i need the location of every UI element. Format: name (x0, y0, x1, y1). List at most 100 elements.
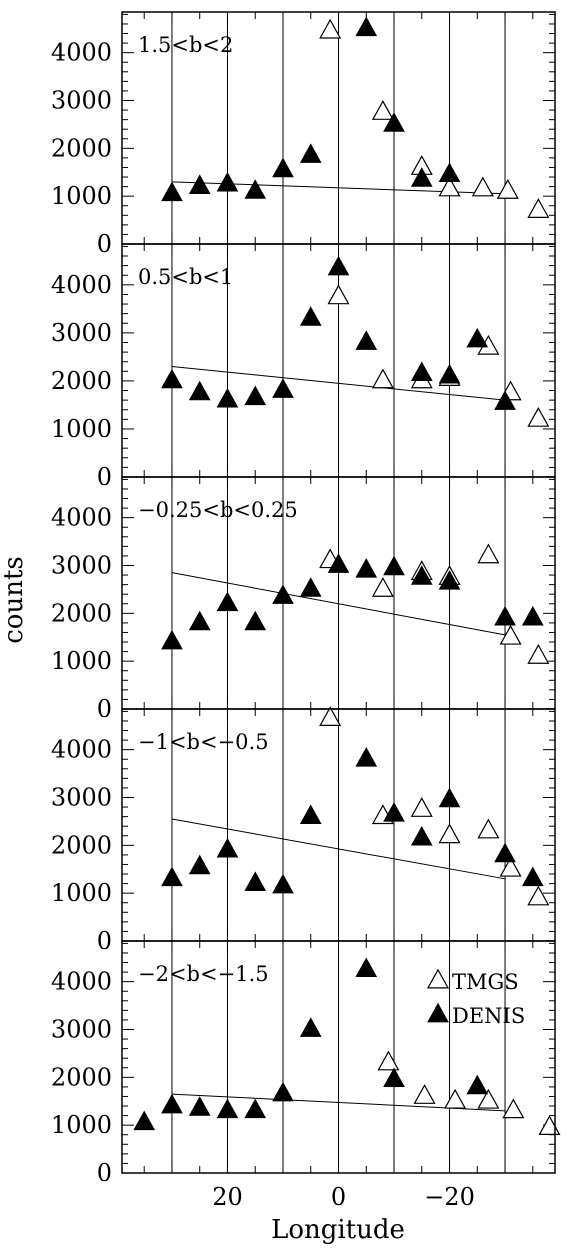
denis-point (244, 385, 267, 406)
tmgs-point (471, 176, 494, 197)
denis-point (188, 380, 211, 401)
denis-point (410, 167, 433, 187)
y-tick-label: 1000 (51, 182, 112, 210)
denis-point (521, 866, 544, 887)
y-tick-label: 2000 (51, 1063, 112, 1091)
denis-point (494, 842, 516, 863)
denis-point (299, 577, 322, 597)
y-tick-label: 1000 (51, 1111, 112, 1139)
denis-point (161, 368, 183, 389)
tmgs-point (477, 818, 500, 839)
tmgs-point (502, 1098, 525, 1119)
tmgs-point (371, 577, 394, 597)
denis-point (327, 255, 350, 276)
tmgs-point (496, 178, 519, 199)
denis-point (272, 157, 294, 178)
y-tick-label: 1000 (51, 415, 112, 443)
denis-point (216, 591, 239, 612)
denis-point (355, 16, 378, 37)
y-tick-label: 4000 (51, 504, 112, 532)
tmgs-point (319, 18, 342, 39)
denis-point (438, 570, 461, 590)
tmgs-point (438, 823, 461, 844)
y-tick-label: 3000 (51, 86, 112, 114)
tmgs-point (527, 643, 550, 664)
y-tick-label: 0 (97, 230, 112, 258)
tmgs-point (410, 797, 433, 817)
denis-point (272, 1081, 294, 1102)
denis-point (494, 390, 516, 410)
denis-point (438, 363, 461, 384)
denis-point (188, 1096, 211, 1116)
y-tick-label: 1000 (51, 879, 112, 907)
fit-line (171, 818, 506, 880)
y-tick-label: 2000 (51, 367, 112, 395)
tmgs-point (477, 1088, 500, 1109)
denis-point (161, 1093, 183, 1114)
y-tick-label: 0 (97, 927, 112, 955)
denis-point (272, 873, 294, 894)
denis-point (410, 565, 433, 585)
y-tick-label: 0 (97, 695, 112, 723)
y-tick-label: 0 (97, 1159, 112, 1187)
y-tick-label: 3000 (51, 1015, 112, 1043)
legend-label: DENIS (452, 1004, 525, 1028)
denis-point (244, 871, 267, 891)
denis-point (299, 804, 322, 824)
panel-label: −2<b<−1.5 (138, 962, 269, 986)
tmgs-point (413, 1084, 436, 1104)
denis-point (188, 854, 211, 875)
y-tick-label: 3000 (51, 783, 112, 811)
y-tick-label: 1000 (51, 647, 112, 675)
panel-2: 0 1000 2000 3000 4000 0.5<b<1 (51, 243, 556, 491)
tmgs-point (499, 624, 522, 645)
denis-point (383, 112, 405, 132)
tmgs-point (371, 368, 394, 389)
x-axis-label: Longitude (271, 1215, 405, 1245)
denis-point (438, 162, 461, 182)
y-tick-label: 2000 (51, 831, 112, 859)
tmgs-point (527, 885, 550, 906)
denis-point (244, 1098, 267, 1119)
denis-point (355, 558, 378, 578)
panel-frame (121, 940, 556, 1174)
tmgs-point (499, 856, 522, 877)
panel-4: 0 1000 2000 3000 4000 −1<b<−0.5 (51, 706, 556, 955)
y-tick-label: 4000 (51, 39, 112, 67)
denis-point (216, 172, 239, 192)
legend-denis-marker (427, 1002, 449, 1023)
denis-point (355, 747, 378, 767)
fit-line (171, 366, 506, 401)
legend-tmgs-marker (426, 968, 450, 989)
denis-point (244, 179, 267, 199)
y-tick-label: 3000 (51, 319, 112, 347)
denis-point (133, 1110, 156, 1131)
denis-point (521, 605, 544, 626)
y-tick-label: 3000 (51, 551, 112, 579)
denis-point (494, 605, 516, 626)
denis-point (410, 361, 433, 382)
tmgs-point (371, 100, 394, 120)
denis-point (188, 610, 211, 631)
panel-3: 0 1000 2000 3000 4000 −0.25<b<0.25 (51, 476, 556, 723)
denis-point (299, 143, 322, 163)
panel-label: −0.25<b<0.25 (138, 498, 298, 522)
denis-point (188, 174, 211, 194)
denis-point (438, 787, 461, 808)
panel-label: 0.5<b<1 (138, 265, 233, 289)
denis-point (466, 1074, 489, 1095)
denis-point (244, 610, 267, 631)
denis-point (272, 584, 294, 604)
denis-point (216, 837, 239, 858)
tmgs-point (527, 406, 550, 427)
tmgs-point (538, 1115, 561, 1135)
denis-point (383, 802, 405, 822)
tmgs-point (377, 1050, 400, 1071)
legend-label: TMGS (452, 970, 519, 994)
denis-point (299, 1017, 322, 1037)
fit-line (171, 572, 506, 636)
denis-point (410, 825, 433, 846)
denis-point (161, 866, 183, 887)
panel-label: −1<b<−0.5 (138, 730, 269, 754)
